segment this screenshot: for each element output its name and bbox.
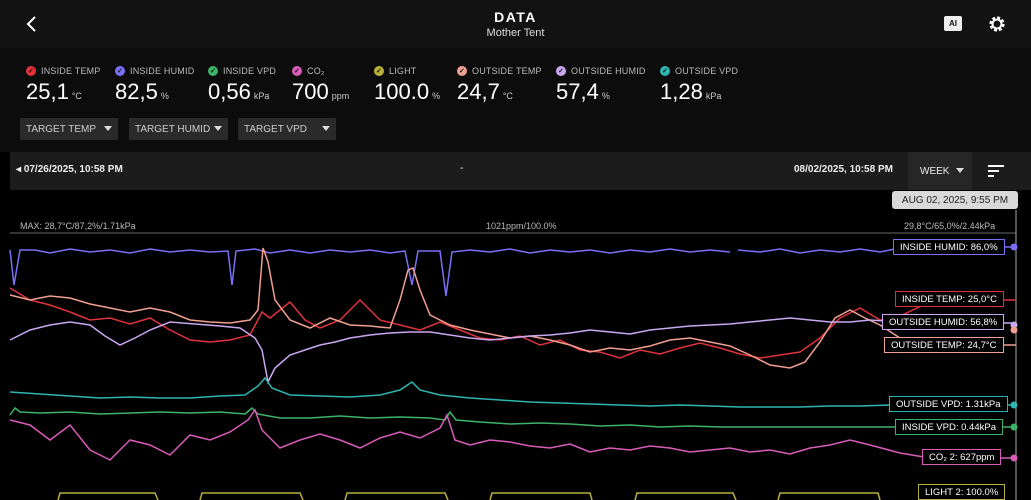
metric-unit: °C (502, 91, 513, 101)
range-start[interactable]: ◂ 07/26/2025, 10:58 PM (16, 164, 123, 175)
metric-label: INSIDE HUMID (130, 66, 195, 76)
metric-light[interactable]: ✓ LIGHT 100.0% (374, 66, 440, 105)
period-select[interactable]: WEEK (908, 152, 972, 190)
metric-label: INSIDE VPD (223, 66, 277, 76)
metric-co2[interactable]: ✓ CO₂ 700 ppm (292, 66, 349, 105)
check-icon: ✓ (457, 66, 467, 76)
metric-value: 82,5 (115, 79, 158, 104)
range-end[interactable]: 08/02/2025, 10:58 PM (794, 164, 893, 175)
metric-unit: kPa (705, 91, 722, 101)
metric-value: 25,1 (26, 79, 69, 104)
check-icon: ✓ (556, 66, 566, 76)
tag-inside-temp: INSIDE TEMP: 25,0°C (895, 291, 1004, 307)
metric-unit: % (601, 91, 610, 101)
max-stat-left: MAX: 28,7°C/87,2%/1.71kPa (20, 221, 136, 231)
caret-down-icon (322, 126, 330, 131)
check-icon: ✓ (115, 66, 125, 76)
page-subtitle: Mother Tent (486, 27, 545, 39)
series-co2 (9, 408, 1016, 461)
range-start-label: 07/26/2025, 10:58 PM (23, 164, 123, 175)
period-label: WEEK (920, 165, 950, 177)
series-outside-vpd (9, 376, 1016, 408)
caret-down-icon (956, 168, 964, 173)
metric-label: OUTSIDE TEMP (472, 66, 542, 76)
metric-value: 24,7 (457, 79, 500, 104)
back-arrow-icon[interactable] (20, 12, 44, 36)
metric-inside-humid[interactable]: ✓ INSIDE HUMID 82,5% (115, 66, 194, 105)
max-stat-mid: 1021ppm/100.0% (486, 221, 557, 231)
metric-value: 1,28 (660, 79, 703, 104)
cursor-dot-outside-humid (1010, 321, 1018, 329)
metric-label: OUTSIDE VPD (675, 66, 739, 76)
select-label: TARGET VPD (244, 123, 307, 135)
cursor-timestamp-tooltip: AUG 02, 2025, 9:55 PM (892, 191, 1018, 209)
series-inside-vpd (9, 406, 1016, 428)
metric-label: INSIDE TEMP (41, 66, 101, 76)
tag-outside-vpd: OUTSIDE VPD: 1.31kPa (889, 396, 1008, 412)
select-label: TARGET HUMID (135, 123, 211, 135)
target-temp-select[interactable]: TARGET TEMP (20, 118, 118, 140)
series-inside-humid (9, 246, 1016, 297)
page-title: DATA (494, 9, 537, 25)
check-icon: ✓ (208, 66, 218, 76)
metric-value: 0,56 (208, 79, 251, 104)
caret-down-icon (104, 126, 112, 131)
metric-unit: kPa (253, 91, 270, 101)
date-range-bar: ◂ 07/26/2025, 10:58 PM - 08/02/2025, 10:… (10, 152, 1031, 190)
metric-outside-temp[interactable]: ✓ OUTSIDE TEMP 24,7 °C (457, 66, 542, 105)
select-label: TARGET TEMP (26, 123, 97, 135)
top-bar: DATA Mother Tent AI (0, 0, 1031, 48)
metric-unit: % (160, 91, 169, 101)
cursor-dot-outside-vpd (1010, 401, 1018, 409)
caret-left-icon: ◂ (16, 164, 24, 175)
cursor-dot-inside-vpd (1010, 423, 1018, 431)
ai-icon[interactable]: AI (944, 16, 962, 31)
metric-label: CO₂ (307, 66, 325, 76)
series-outside-temp (9, 247, 1016, 369)
metric-unit: °C (71, 91, 82, 101)
sensor-line-chart[interactable] (0, 190, 1031, 500)
cursor-dot-inside-humid (1010, 243, 1018, 251)
max-stat-right: 29,8°C/65,0%/2.44kPa (904, 221, 996, 231)
sort-icon[interactable] (987, 162, 1005, 180)
tag-outside-temp: OUTSIDE TEMP: 24,7°C (884, 337, 1004, 353)
metric-inside-temp[interactable]: ✓ INSIDE TEMP 25,1 °C (26, 66, 101, 105)
check-icon: ✓ (660, 66, 670, 76)
metric-outside-vpd[interactable]: ✓ OUTSIDE VPD 1,28 kPa (660, 66, 738, 105)
metrics-panel: ✓ INSIDE TEMP 25,1 °C ✓ INSIDE HUMID 82,5% … (0, 48, 1031, 152)
range-separator: - (460, 162, 464, 174)
tag-light: LIGHT 2: 100.0% (918, 484, 1006, 500)
check-icon: ✓ (26, 66, 36, 76)
tag-outside-humid: OUTSIDE HUMID: 56,8% (882, 314, 1005, 330)
series-light (57, 492, 881, 500)
metric-label: LIGHT (389, 66, 417, 76)
cursor-dot-outside-temp (1010, 326, 1018, 334)
series-inside-temp (9, 287, 1016, 359)
metric-unit: % (432, 91, 441, 101)
metric-value: 57,4 (556, 79, 599, 104)
metric-label: OUTSIDE HUMID (571, 66, 646, 76)
series-outside-humid (9, 317, 1016, 385)
caret-down-icon (214, 126, 222, 131)
metric-outside-humid[interactable]: ✓ OUTSIDE HUMID 57,4% (556, 66, 646, 105)
check-icon: ✓ (292, 66, 302, 76)
metric-value: 700 (292, 79, 329, 104)
check-icon: ✓ (374, 66, 384, 76)
target-humid-select[interactable]: TARGET HUMID (129, 118, 228, 140)
tag-co2: CO₂ 2: 627ppm (922, 449, 1002, 465)
target-vpd-select[interactable]: TARGET VPD (238, 118, 336, 140)
cursor-dot-co2 (1010, 454, 1018, 462)
tag-inside-vpd: INSIDE VPD: 0.44kPa (895, 419, 1003, 435)
tag-inside-humid: INSIDE HUMID: 86,0% (893, 239, 1005, 255)
metric-value: 100.0 (374, 79, 430, 104)
metric-inside-vpd[interactable]: ✓ INSIDE VPD 0,56 kPa (208, 66, 276, 105)
metric-unit: ppm (331, 91, 350, 101)
gear-icon[interactable] (985, 12, 1009, 36)
